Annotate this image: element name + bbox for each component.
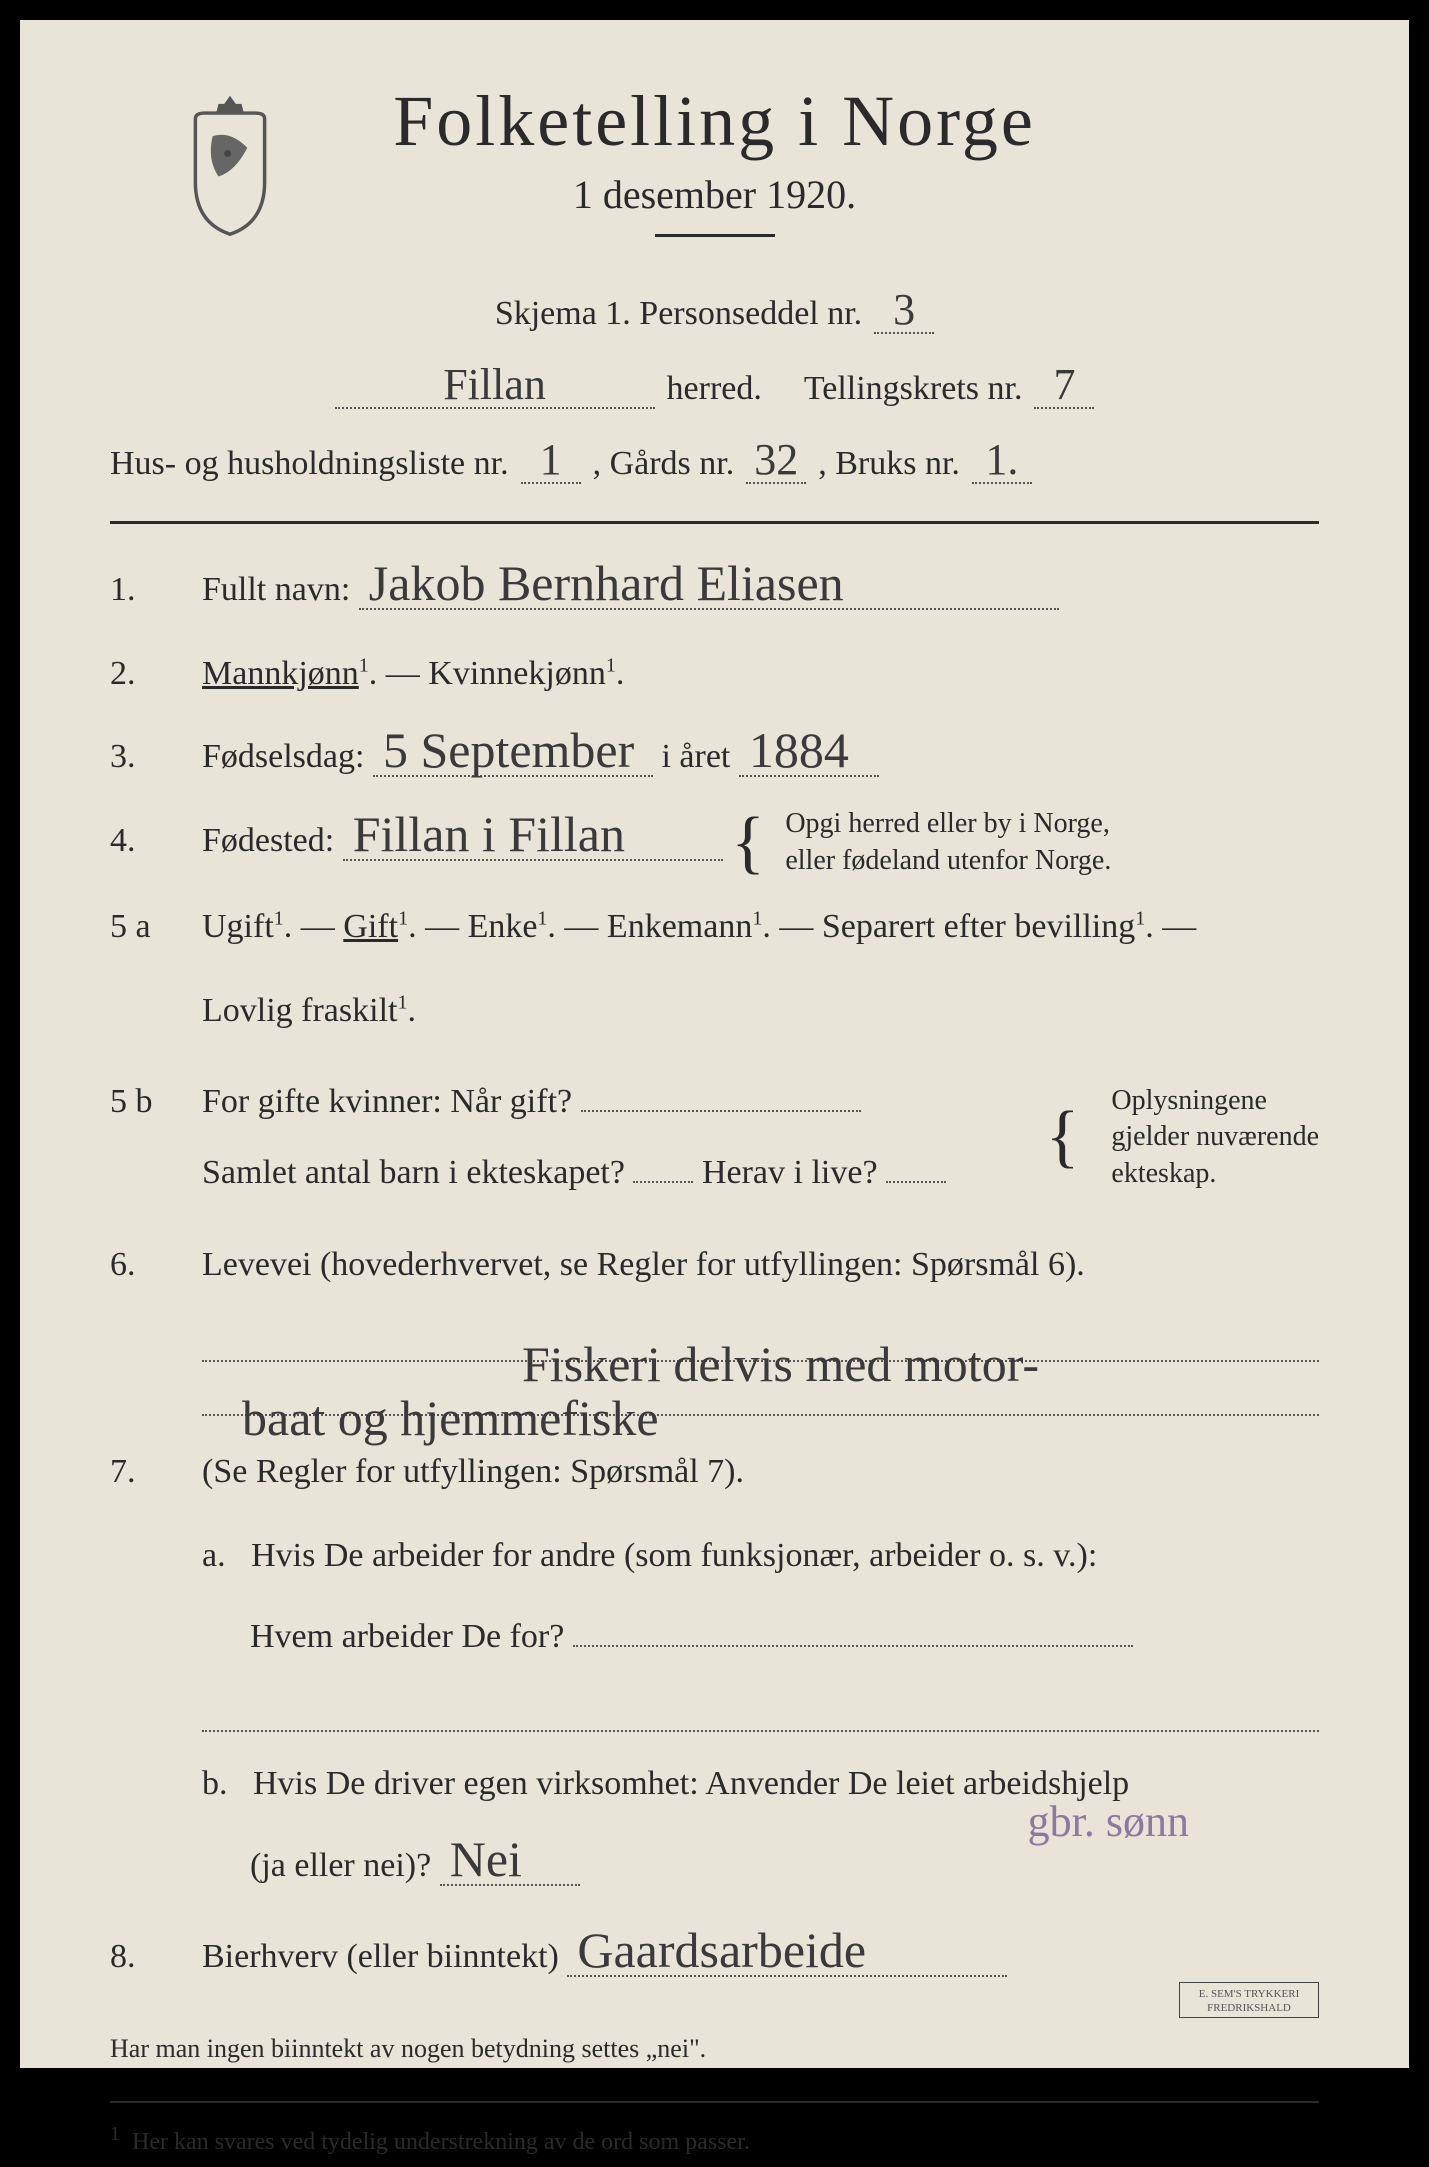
brace-icon: { [731,822,765,864]
schema-label: Skjema 1. Personseddel nr. [495,277,862,352]
q2-num: 2. [110,638,182,709]
q4-value: Fillan i Fillan [343,809,723,861]
title-rule [655,234,775,237]
q5a-lovlig: Lovlig fraskilt [202,992,397,1029]
q7a-num: a. [202,1537,226,1574]
q6-num: 6. [110,1229,182,1300]
footer-rule [110,2101,1319,2103]
q3-num: 3. [110,721,182,792]
q5b-note: Oplysningene gjelder nuværende ekteskap. [1111,1083,1319,1192]
footer-note: Har man ingen biinntekt av nogen betydni… [110,2022,1319,2077]
q8-num: 8. [110,1921,182,1992]
q5a-ugift: Ugift [202,908,274,945]
q5b-num: 5 b [110,1066,182,1137]
q5a-gift: Gift [343,908,398,945]
census-date: 1 desember 1920. [110,171,1319,218]
coat-of-arms-icon [170,90,290,240]
q3: 3. Fødselsdag: 5 September i året 1884 [110,721,1319,792]
q1-label: Fullt navn: [202,571,350,608]
q5a-enke: Enke [468,908,538,945]
footnote: 1 Her kan svares ved tydelig understrekn… [110,2113,1319,2167]
tellingskrets-label: Tellingskrets nr. [804,352,1023,427]
q7b-text2: (ja eller nei)? [250,1847,431,1884]
questions: 1. Fullt navn: Jakob Bernhard Eliasen 2.… [110,554,1319,2167]
q7: 7. (Se Regler for utfyllingen: Spørsmål … [110,1436,1319,1507]
bruks-nr: 1. [972,438,1032,484]
q5b-barn [633,1181,693,1183]
q5b-naargift [581,1110,861,1112]
q1-value: Jakob Bernhard Eliasen [359,558,1059,610]
q7a-text2: Hvem arbeider De for? [250,1618,564,1655]
q7a-value [573,1645,1133,1647]
q7b-num: b. [202,1765,228,1802]
q7-label: (Se Regler for utfyllingen: Spørsmål 7). [202,1436,1319,1507]
tellingskrets-nr: 7 [1034,363,1094,409]
q5b-label1: For gifte kvinner: Når gift? [202,1083,572,1120]
q7a: a. Hvis De arbeider for andre (som funks… [202,1520,1319,1591]
gards-nr: 32 [746,438,806,484]
q7a-text1: Hvis De arbeider for andre (som funksjon… [251,1537,1097,1574]
q4-num: 4. [110,805,182,876]
q1: 1. Fullt navn: Jakob Bernhard Eliasen [110,554,1319,625]
q5b-live [886,1181,946,1183]
q3-year: 1884 [739,725,879,777]
q7a-extra-line [202,1682,1319,1732]
q5b-label3: Herav i live? [702,1154,878,1191]
header: Folketelling i Norge 1 desember 1920. [110,80,1319,267]
q1-num: 1. [110,554,182,625]
q5b: 5 b For gifte kvinner: Når gift? Samlet … [110,1066,1319,1209]
q3-mid: i året [661,738,730,775]
q8-value: Gaardsarbeide [567,1925,1007,1977]
q8: 8. Bierhverv (eller biinntekt) Gaardsarb… [110,1921,1319,1992]
gards-label: , Gårds nr. [593,427,735,502]
title-block: Folketelling i Norge 1 desember 1920. [110,80,1319,267]
q5a-cont: Lovlig fraskilt1. [202,975,1319,1046]
census-form-page: Folketelling i Norge 1 desember 1920. Sk… [20,20,1409,2068]
q7-num: 7. [110,1436,182,1507]
q3-label: Fødselsdag: [202,738,364,775]
q6-value1: Fiskeri delvis med motor- [202,1312,1319,1362]
main-title: Folketelling i Norge [110,80,1319,163]
herred-value: Fillan [335,363,655,409]
q2-kvinne: Kvinnekjønn [428,655,606,692]
printer-stamp: E. SEM'S TRYKKERI FREDRIKSHALD [1179,1982,1319,2018]
personseddel-nr: 3 [874,288,934,334]
q5a: 5 a Ugift1. — Gift1. — Enke1. — Enkemann… [110,891,1319,962]
q2: 2. Mannkjønn1. — Kvinnekjønn1. [110,638,1319,709]
brace-icon: { [1046,1116,1080,1158]
q3-daymonth: 5 September [373,725,653,777]
husliste-nr: 1 [521,438,581,484]
q6: 6. Levevei (hovederhvervet, se Regler fo… [110,1229,1319,1300]
divider [110,521,1319,524]
q5b-label2: Samlet antal barn i ekteskapet? [202,1154,625,1191]
q5a-separert: Separert efter bevilling [822,908,1135,945]
bruks-label: , Bruks nr. [818,427,960,502]
q7b-text1: Hvis De driver egen virksomhet: Anvender… [253,1765,1129,1802]
q8-label: Bierhverv (eller biinntekt) [202,1938,559,1975]
q7b-value: Nei [440,1834,580,1886]
q7a-line2: Hvem arbeider De for? [250,1601,1319,1672]
q4-label: Fødested: [202,822,334,859]
q5a-num: 5 a [110,891,182,962]
q4-note: Opgi herred eller by i Norge, eller føde… [785,806,1111,879]
herred-label: herred. [667,352,762,427]
husliste-label: Hus- og husholdningsliste nr. [110,427,509,502]
q6-label: Levevei (hovederhvervet, se Regler for u… [202,1229,1319,1300]
q5a-enkemann: Enkemann [607,908,752,945]
form-metadata: Skjema 1. Personseddel nr. 3 Fillan herr… [110,277,1319,501]
q2-mann: Mannkjønn [202,655,359,692]
pencil-annotation: gbr. sønn [1028,1776,1189,1868]
q4: 4. Fødested: Fillan i Fillan { Opgi herr… [110,805,1319,880]
